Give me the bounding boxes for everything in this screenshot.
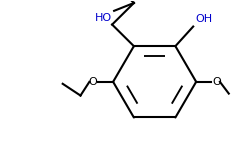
Text: O: O — [89, 77, 97, 87]
Text: OH: OH — [195, 14, 212, 24]
Text: HO: HO — [95, 13, 112, 23]
Text: O: O — [212, 77, 221, 87]
